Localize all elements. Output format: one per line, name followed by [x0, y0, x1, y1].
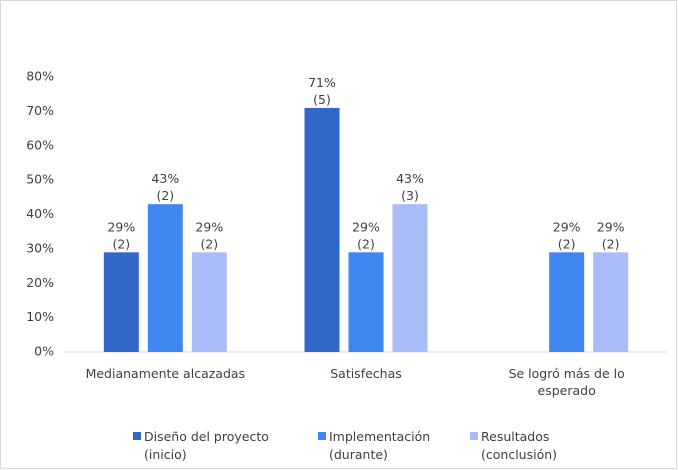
bar	[304, 107, 340, 352]
bar	[549, 252, 585, 352]
bar	[348, 252, 384, 352]
data-label: 43% (3)	[396, 171, 424, 203]
data-label: 29% (2)	[553, 219, 581, 251]
legend-swatch	[133, 432, 141, 440]
data-label: 29% (2)	[597, 219, 625, 251]
y-tick-label: 0%	[34, 344, 54, 359]
data-label: 43% (2)	[151, 171, 179, 203]
legend-label: Resultados (conclusión)	[481, 429, 557, 462]
bar	[392, 204, 428, 352]
y-tick-label: 60%	[26, 137, 54, 152]
legend-label: Diseño del proyecto (inicio)	[144, 429, 269, 462]
legend-swatch	[318, 432, 326, 440]
legend-swatch	[470, 432, 478, 440]
y-tick-label: 20%	[26, 275, 54, 290]
y-tick-label: 10%	[26, 309, 54, 324]
data-label: 29% (2)	[195, 219, 223, 251]
data-label: 71% (5)	[308, 74, 336, 106]
y-tick-label: 80%	[26, 69, 54, 84]
bar	[147, 204, 183, 352]
bar	[593, 252, 629, 352]
bar	[191, 252, 227, 352]
data-label: 29% (2)	[107, 219, 135, 251]
y-tick-label: 70%	[26, 103, 54, 118]
data-label: 29% (2)	[352, 219, 380, 251]
y-tick-label: 30%	[26, 240, 54, 255]
y-tick-label: 40%	[26, 206, 54, 221]
y-tick-label: 50%	[26, 172, 54, 187]
x-tick-label: Se logró más de lo esperado	[509, 366, 625, 398]
x-tick-label: Satisfechas	[330, 366, 402, 381]
bar	[103, 252, 139, 352]
x-tick-label: Medianamente alcazadas	[86, 366, 245, 381]
legend-label: Implementación (durante)	[329, 429, 430, 462]
